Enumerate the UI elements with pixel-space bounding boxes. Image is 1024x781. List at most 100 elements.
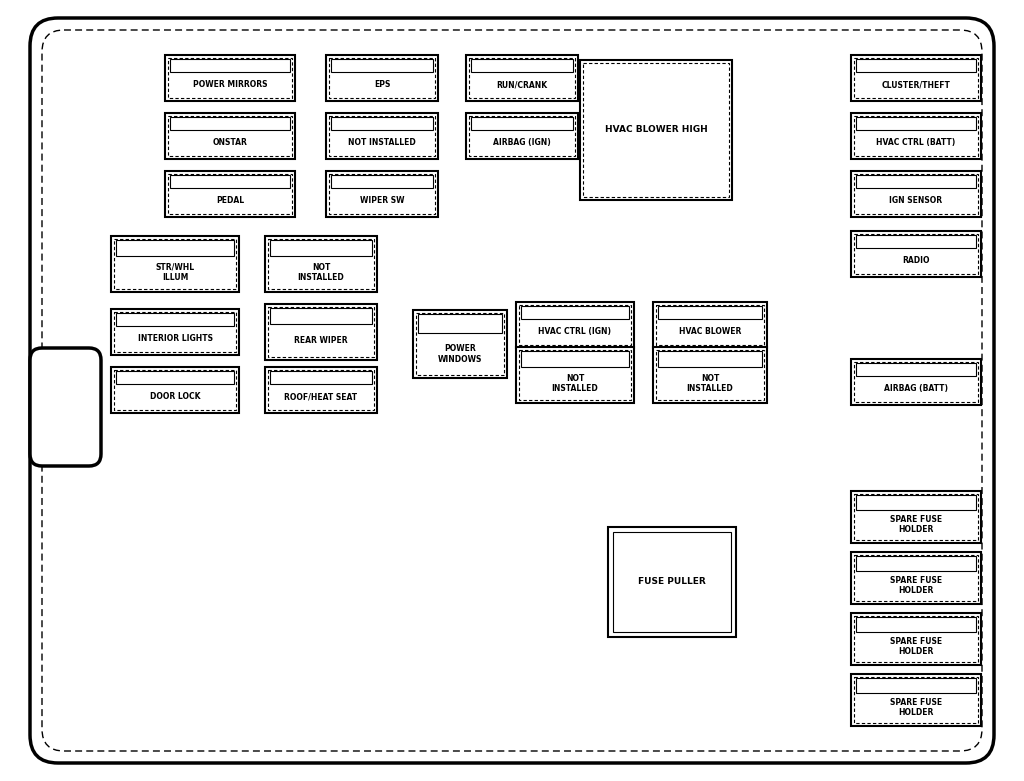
Text: SPARE FUSE
HOLDER: SPARE FUSE HOLDER [890, 515, 942, 534]
Bar [116, 240, 234, 255]
Text: WIPER SW: WIPER SW [359, 197, 404, 205]
Text: AIRBAG (IGN): AIRBAG (IGN) [494, 138, 551, 148]
Bar [114, 370, 236, 410]
Text: STR/WHL
ILLUM: STR/WHL ILLUM [156, 262, 195, 282]
Text: ROOF/HEAT SEAT: ROOF/HEAT SEAT [285, 392, 357, 401]
Bar [851, 491, 981, 543]
Bar [326, 55, 438, 101]
Bar [471, 59, 573, 72]
Bar [331, 59, 433, 72]
Bar [466, 113, 578, 159]
Bar [583, 63, 729, 197]
Bar [521, 351, 629, 367]
Bar [854, 58, 978, 98]
Bar [265, 304, 377, 360]
Bar [656, 305, 764, 345]
Bar [168, 174, 292, 214]
Text: CLUSTER/THEFT: CLUSTER/THEFT [882, 80, 950, 90]
Text: HVAC BLOWER HIGH: HVAC BLOWER HIGH [604, 126, 708, 134]
Bar [856, 617, 976, 632]
Bar [851, 359, 981, 405]
Bar [851, 613, 981, 665]
Text: RUN/CRANK: RUN/CRANK [497, 80, 548, 90]
Bar [270, 308, 372, 323]
Bar [856, 117, 976, 130]
Text: PEDAL: PEDAL [216, 197, 244, 205]
Bar [851, 552, 981, 604]
Bar [165, 171, 295, 217]
Bar [165, 113, 295, 159]
Text: SPARE FUSE
HOLDER: SPARE FUSE HOLDER [890, 576, 942, 595]
Bar [854, 116, 978, 156]
Bar [413, 310, 507, 378]
Text: EPS: EPS [374, 80, 390, 90]
Text: DOOR LOCK: DOOR LOCK [150, 392, 201, 401]
Bar [265, 236, 377, 292]
Bar [471, 117, 573, 130]
Bar [111, 236, 239, 292]
Bar [270, 240, 372, 255]
Text: NOT
INSTALLED: NOT INSTALLED [687, 373, 733, 393]
Bar [114, 239, 236, 289]
Bar [111, 367, 239, 413]
Bar [854, 616, 978, 662]
Bar [856, 175, 976, 188]
Bar [168, 58, 292, 98]
Bar [856, 556, 976, 571]
Bar [851, 55, 981, 101]
Bar [856, 678, 976, 693]
Bar [856, 59, 976, 72]
Bar [854, 555, 978, 601]
Bar [329, 58, 435, 98]
Text: SPARE FUSE
HOLDER: SPARE FUSE HOLDER [890, 637, 942, 657]
Text: ONSTAR: ONSTAR [213, 138, 248, 148]
Text: IGN SENSOR: IGN SENSOR [890, 197, 942, 205]
Bar [466, 55, 578, 101]
Bar [331, 175, 433, 188]
Bar [658, 306, 762, 319]
Bar [469, 58, 575, 98]
Text: FUSE PULLER: FUSE PULLER [638, 577, 706, 587]
Text: NOT
INSTALLED: NOT INSTALLED [298, 262, 344, 282]
Bar [170, 117, 290, 130]
Bar [265, 367, 377, 413]
Text: INTERIOR LIGHTS: INTERIOR LIGHTS [137, 334, 213, 344]
Bar [329, 116, 435, 156]
Bar [608, 527, 736, 637]
Text: POWER MIRRORS: POWER MIRRORS [193, 80, 267, 90]
Text: HVAC CTRL (BATT): HVAC CTRL (BATT) [877, 138, 955, 148]
Bar [165, 55, 295, 101]
Bar [516, 302, 634, 348]
Bar [656, 350, 764, 400]
Bar [418, 314, 502, 333]
Text: RADIO: RADIO [902, 256, 930, 266]
Bar [851, 171, 981, 217]
Bar [658, 351, 762, 367]
Bar [114, 312, 236, 352]
Bar [854, 174, 978, 214]
Bar [111, 309, 239, 355]
Bar [521, 306, 629, 319]
Bar [854, 494, 978, 540]
Bar [268, 370, 374, 410]
Text: HVAC BLOWER: HVAC BLOWER [679, 327, 741, 337]
Bar [329, 174, 435, 214]
Text: REAR WIPER: REAR WIPER [294, 336, 348, 345]
Bar [326, 113, 438, 159]
Bar [168, 116, 292, 156]
Bar [170, 175, 290, 188]
Bar [519, 305, 631, 345]
Bar [854, 677, 978, 723]
Bar [326, 171, 438, 217]
Bar [116, 313, 234, 326]
Bar [856, 495, 976, 509]
Bar [516, 347, 634, 403]
FancyBboxPatch shape [30, 348, 101, 466]
Bar [469, 116, 575, 156]
FancyBboxPatch shape [30, 18, 994, 763]
Bar [519, 350, 631, 400]
Bar [851, 231, 981, 277]
Bar [50, 350, 80, 464]
Bar [116, 371, 234, 384]
Text: NOT
INSTALLED: NOT INSTALLED [552, 373, 598, 393]
